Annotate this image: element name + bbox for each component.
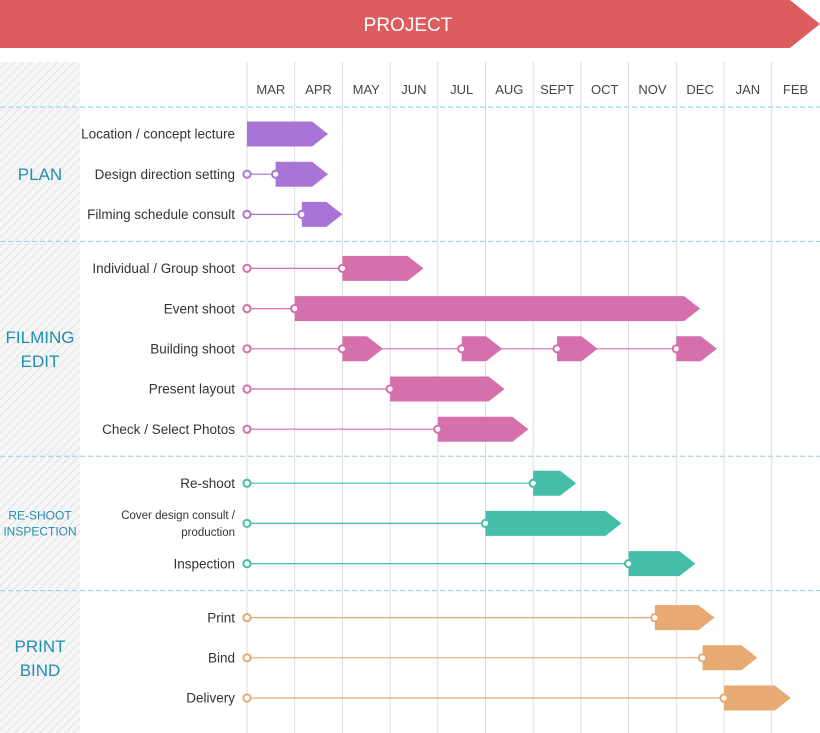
- task-start-dot: [242, 653, 252, 663]
- task-start-dot: [242, 559, 252, 569]
- task-start-dot: [242, 613, 252, 623]
- task-marker: [671, 344, 681, 354]
- task-row-delivery: Delivery: [186, 685, 791, 711]
- task-start-dot: [242, 263, 252, 273]
- task-marker: [271, 169, 281, 179]
- task-label: Event shoot: [164, 301, 236, 316]
- task-marker: [433, 424, 443, 434]
- task-bar: [557, 336, 598, 362]
- task-bar: [390, 376, 505, 402]
- task-label: Cover design consult / production: [121, 510, 236, 539]
- month-label: MAY: [353, 82, 381, 97]
- task-bar: [702, 645, 758, 671]
- task-label: Check / Select Photos: [102, 422, 235, 437]
- task-row-inspection: Inspection: [173, 551, 696, 577]
- header-banner: [0, 0, 820, 48]
- section-label-re-shoot-inspection: RE-SHOOT INSPECTION: [3, 509, 76, 539]
- task-row-print: Print: [207, 605, 715, 631]
- task-row-building-shoot: Building shoot: [150, 336, 717, 362]
- task-bar: [628, 551, 696, 577]
- task-label: Building shoot: [150, 342, 235, 357]
- task-row-check-select-photos: Check / Select Photos: [102, 416, 529, 442]
- task-bar: [437, 416, 529, 442]
- task-marker: [297, 209, 307, 219]
- task-label: Present layout: [149, 382, 236, 397]
- task-marker: [650, 613, 660, 623]
- task-label: Inspection: [173, 556, 235, 571]
- task-marker: [719, 693, 729, 703]
- month-label: FEB: [783, 82, 808, 97]
- section-label-print-bind: PRINT BIND: [15, 637, 66, 680]
- task-bar: [676, 336, 717, 362]
- task-bar: [654, 605, 715, 631]
- task-start-dot: [242, 209, 252, 219]
- task-start-dot: [242, 478, 252, 488]
- task-bar: [247, 121, 329, 147]
- task-row-individual-group-shoot: Individual / Group shoot: [92, 255, 424, 281]
- task-row-event-shoot: Event shoot: [164, 296, 701, 322]
- task-start-dot: [242, 384, 252, 394]
- month-label: MAR: [256, 82, 285, 97]
- task-start-dot: [242, 518, 252, 529]
- task-label: Bind: [208, 651, 235, 666]
- task-bar: [301, 201, 343, 227]
- month-label: JAN: [736, 82, 761, 97]
- task-bar: [342, 336, 383, 362]
- task-start-dot: [242, 693, 252, 703]
- month-label: APR: [305, 82, 332, 97]
- task-bar: [275, 161, 329, 187]
- task-row-filming-schedule-consult: Filming schedule consult: [87, 201, 343, 227]
- task-label: Filming schedule consult: [87, 207, 235, 222]
- task-label: Individual / Group shoot: [92, 261, 235, 276]
- task-row-location-concept-lecture: Location / concept lecture: [81, 121, 329, 147]
- month-label: NOV: [638, 82, 667, 97]
- task-row-design-direction-setting: Design direction setting: [95, 161, 329, 187]
- task-bar: [724, 685, 791, 711]
- task-bar: [342, 255, 424, 281]
- month-label: AUG: [495, 82, 523, 97]
- task-label: Re-shoot: [180, 476, 235, 491]
- task-row-bind: Bind: [208, 645, 758, 671]
- left-hatch-band: [0, 62, 80, 733]
- task-marker: [385, 384, 395, 394]
- task-bar: [533, 470, 577, 496]
- task-bar: [294, 296, 701, 322]
- task-row-present-layout: Present layout: [149, 376, 505, 402]
- header-title: PROJECT: [364, 15, 453, 36]
- task-start-dot: [242, 304, 252, 314]
- section-label-filming-edit: FILMING EDIT: [6, 328, 75, 371]
- task-label: Delivery: [186, 691, 235, 706]
- task-row-re-shoot: Re-shoot: [180, 470, 577, 496]
- task-marker: [337, 263, 347, 273]
- task-marker: [697, 653, 708, 663]
- task-start-dot: [242, 344, 252, 354]
- task-marker: [528, 478, 538, 488]
- task-bar: [461, 336, 503, 362]
- task-marker: [457, 344, 467, 354]
- task-start-dot: [242, 169, 252, 179]
- task-marker: [337, 344, 347, 354]
- task-label: Print: [207, 610, 235, 625]
- month-label: JUL: [450, 82, 473, 97]
- task-marker: [290, 304, 300, 314]
- month-label: SEPT: [540, 82, 574, 97]
- task-bar: [485, 510, 622, 536]
- section-label-plan: PLAN: [18, 165, 62, 184]
- task-marker: [480, 518, 491, 529]
- month-label: DEC: [686, 82, 713, 97]
- task-start-dot: [242, 424, 252, 434]
- month-label: OCT: [591, 82, 619, 97]
- task-marker: [552, 344, 562, 354]
- month-label: JUN: [401, 82, 426, 97]
- task-marker: [624, 559, 634, 569]
- task-row-cover-design-consult-production: Cover design consult / production: [121, 510, 622, 539]
- task-label: Location / concept lecture: [81, 127, 235, 142]
- task-label: Design direction setting: [95, 167, 235, 182]
